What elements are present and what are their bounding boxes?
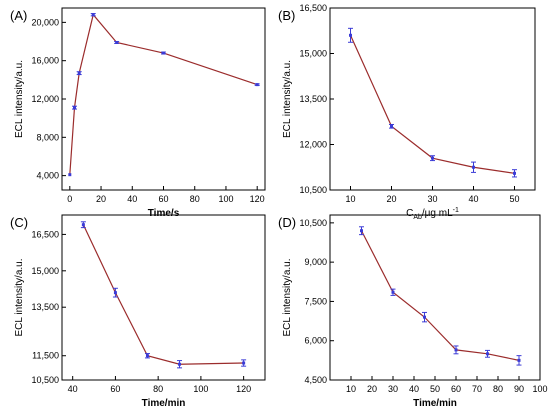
x-tick-label: 40 [468,194,478,204]
y-tick-label: 12,000 [299,140,327,150]
y-axis-label: ECL intensity/a.u. [282,258,293,336]
data-point [115,40,119,44]
x-axis-label: Time/min [413,398,457,409]
x-tick-label: 10 [345,194,355,204]
x-tick-label: 40 [409,384,419,394]
y-tick-label: 11,500 [32,351,59,361]
x-tick-label: 40 [127,194,137,204]
data-point [242,361,246,365]
data-point [391,290,395,294]
data-point [68,173,72,177]
x-tick-label: 80 [153,384,163,394]
panel-label: (A) [10,8,27,23]
y-tick-label: 8,000 [36,132,59,142]
plot-frame [329,214,541,381]
x-tick-label: 100 [218,194,233,204]
x-tick-label: 80 [493,384,503,394]
y-tick-label: 13,500 [31,302,59,312]
panel-3: 40 60 80 100 120 10,500 11,500 13,500 15,000 16,5… [10,214,266,409]
panel-label: (B) [278,8,295,23]
data-point [423,315,426,319]
plot-frame [61,214,266,381]
y-tick-label: 13,500 [299,94,327,104]
data-point [77,71,81,75]
series-line [360,230,520,361]
data-point [145,354,149,358]
series-line [69,13,258,175]
y-tick-label: 10,500 [299,185,327,195]
data-point [178,362,182,366]
y-axis-label: ECL intensity/a.u. [14,60,25,138]
data-point [81,223,85,227]
data-point [360,229,363,233]
series-line [82,224,244,365]
x-tick-label: 30 [388,384,398,394]
panel-4: 10 20 30 40 50 60 70 80 90 100 4,500 6,000 7,500 9,00… [278,214,548,409]
y-tick-label: 9,000 [304,257,327,267]
data-point [113,291,117,295]
y-tick-label: 4,500 [304,375,327,385]
x-tick-label: 120 [236,384,251,394]
y-tick-label: 20,000 [31,17,59,27]
y-tick-label: 7,500 [304,296,327,306]
y-tick-label: 10,500 [299,218,327,228]
panel-1: 0 20 40 60 80 100 120 4,000 8,000 12,000 16,000 20,… [10,7,266,219]
y-tick-label: 15,000 [299,49,327,59]
x-tick-label: 10 [346,384,356,394]
x-tick-label: 60 [158,194,168,204]
data-point [349,33,352,37]
x-tick-label: 40 [68,384,78,394]
data-point [472,165,475,169]
x-tick-label: 90 [514,384,524,394]
y-tick-label: 4,000 [36,171,59,181]
panel-label: (C) [10,215,28,230]
x-axis-label: Time/s [148,208,180,219]
x-axis-label: CAb/μg mL-1 [406,207,459,221]
x-tick-label: 120 [250,194,265,204]
plot-frame [329,7,536,191]
y-tick-label: 16,500 [31,229,59,239]
x-tick-label: 30 [427,194,437,204]
data-point [486,352,489,356]
x-tick-label: 20 [96,194,106,204]
data-point [513,171,516,175]
x-tick-label: 50 [509,194,519,204]
series-line [349,35,515,174]
y-axis-label: ECL intensity/a.u. [14,258,25,336]
y-tick-label: 16,500 [299,3,327,13]
y-tick-label: 6,000 [304,336,327,346]
x-tick-label: 50 [430,384,440,394]
data-point [431,156,434,160]
y-tick-label: 16,000 [31,56,59,66]
data-point [162,51,165,55]
x-tick-label: 100 [532,384,547,394]
panel-2: 10 20 30 40 50 10,500 12,000 13,500 15,000 16,500… [278,3,536,221]
x-tick-label: 20 [386,194,396,204]
x-tick-label: 60 [110,384,120,394]
x-tick-label: 100 [193,384,208,394]
data-point [454,348,458,352]
data-point [91,13,95,17]
x-tick-label: 80 [190,194,200,204]
panel-label: (D) [278,215,296,230]
data-point [517,358,521,362]
y-axis-label: ECL intensity/a.u. [282,60,293,138]
data-point [390,124,393,128]
x-axis-label: Time/min [142,398,186,409]
x-tick-label: 20 [367,384,377,394]
data-point [255,83,259,87]
data-point [72,106,76,110]
y-tick-label: 15,000 [31,266,59,276]
y-tick-label: 10,500 [31,375,59,385]
x-tick-label: 70 [472,384,482,394]
y-tick-label: 12,000 [31,94,59,104]
x-tick-label: 0 [67,194,72,204]
plot-frame [61,7,266,191]
x-tick-label: 60 [451,384,461,394]
